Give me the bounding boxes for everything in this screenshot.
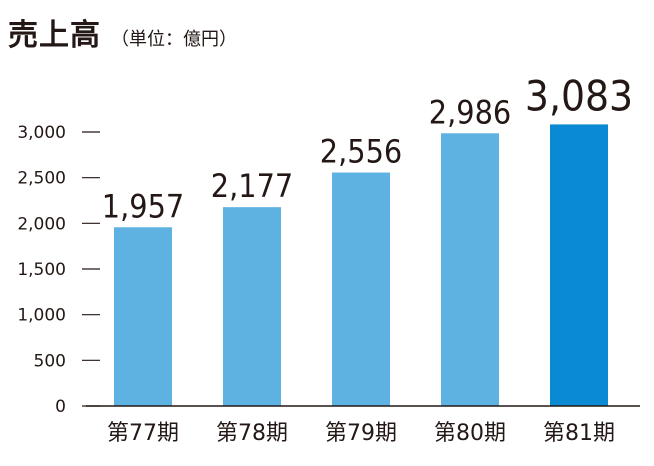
y-tick-label: 1,500 [17, 260, 66, 280]
bar-第80期 [441, 133, 499, 406]
y-tick-label: 0 [55, 397, 66, 417]
bars [114, 124, 608, 406]
chart-title: 売上高 [8, 18, 101, 53]
x-axis: 第77期 第78期 第79期 第80期 第81期 [86, 405, 640, 446]
data-label: 3,083 [525, 71, 633, 120]
y-tick-label: 2,500 [17, 169, 66, 189]
category-label: 第79期 [325, 421, 397, 446]
y-tick-label: 3,000 [17, 123, 66, 143]
y-tick-label: 2,000 [17, 214, 66, 234]
data-label: 2,986 [429, 93, 511, 131]
bar-第81期 [550, 124, 608, 406]
category-label: 第81期 [543, 421, 615, 446]
bar-第78期 [223, 207, 281, 406]
category-label: 第80期 [434, 421, 506, 446]
y-tick-label: 500 [34, 351, 66, 371]
data-label: 2,556 [320, 133, 402, 171]
category-label: 第77期 [107, 421, 179, 446]
unit-note: （単位：億円） [111, 29, 237, 50]
bar-第77期 [114, 227, 172, 406]
data-labels: 1,957 2,177 2,556 2,986 3,083 [102, 71, 633, 225]
chart-header: 売上高 （単位：億円） [8, 10, 237, 54]
data-label: 2,177 [211, 167, 293, 205]
category-label: 第78期 [216, 421, 288, 446]
y-axis: 0 500 1,000 1,500 2,000 2,500 3,000 [17, 123, 100, 417]
data-label: 1,957 [102, 187, 184, 225]
bar-第79期 [332, 172, 390, 406]
y-tick-label: 1,000 [17, 306, 66, 326]
